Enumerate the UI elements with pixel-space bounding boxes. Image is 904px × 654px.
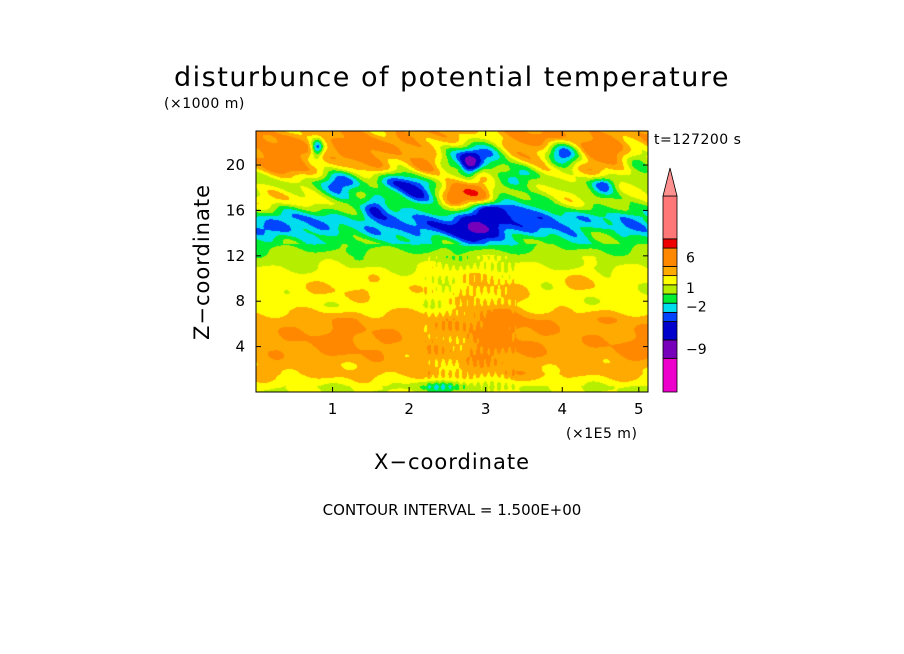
- colorbar-label: −2: [686, 299, 707, 315]
- colorbar-band: [662, 357, 678, 393]
- heatmap-image: [256, 131, 648, 392]
- colorbar-extend-arrow: [662, 167, 678, 197]
- y-tick-label: 20: [226, 156, 245, 174]
- y-tick-label: 12: [226, 247, 245, 265]
- heatmap-field: [256, 131, 648, 392]
- colorbar-band: [662, 284, 678, 295]
- y-tick-label: 8: [235, 292, 245, 310]
- x-tick-label: 4: [557, 400, 567, 418]
- x-tick-label: 1: [328, 400, 338, 418]
- colorbar-band: [662, 321, 678, 341]
- colorbar-band: [662, 266, 678, 277]
- colorbar-band: [662, 195, 678, 240]
- y-axis-ticks: 4 8 12 16 20: [226, 156, 648, 356]
- y-tick-label: 4: [235, 338, 245, 356]
- plot-frame: [255, 130, 649, 393]
- x-axis-label: X−coordinate: [374, 450, 530, 474]
- chart-title: disturbunce of potential temperature: [174, 62, 730, 93]
- x-tick-label: 3: [481, 400, 491, 418]
- colorbar-band: [662, 238, 678, 249]
- colorbar-label: 6: [686, 250, 695, 266]
- x-axis-ticks: 1 2 3 4 5: [328, 131, 644, 418]
- x-unit-label: (×1E5 m): [566, 426, 637, 442]
- y-tick-label: 16: [226, 201, 245, 219]
- y-unit-label: (×1000 m): [164, 96, 245, 112]
- contour-interval-note: CONTOUR INTERVAL = 1.500E+00: [323, 501, 582, 519]
- time-label: t=127200 s: [654, 132, 741, 148]
- y-axis-label: Z−coordinate: [190, 184, 214, 340]
- x-tick-label: 2: [404, 400, 414, 418]
- colorbar-band: [662, 275, 678, 286]
- colorbar-band: [662, 302, 678, 313]
- x-tick-label: 5: [634, 400, 644, 418]
- colorbar-band: [662, 293, 678, 304]
- colorbar-band: [662, 247, 678, 267]
- colorbar-band: [662, 311, 678, 322]
- colorbar-band: [662, 339, 678, 359]
- colorbar-label: −9: [686, 342, 707, 358]
- colorbar-label: 1: [686, 281, 695, 297]
- colorbar: 6 1 −2 −9: [662, 167, 707, 393]
